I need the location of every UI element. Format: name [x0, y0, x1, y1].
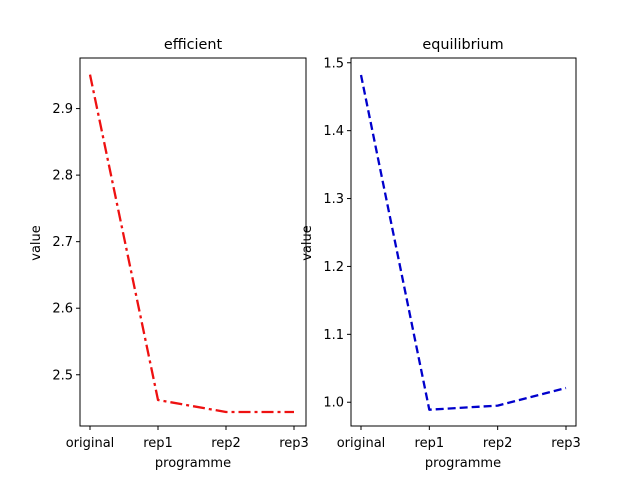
y-tick-label: 2.6 — [52, 302, 73, 317]
x-axis-label: programme — [155, 456, 231, 471]
y-tick-label: 1.2 — [323, 260, 344, 275]
x-axis-label: programme — [425, 456, 501, 471]
y-tick-label: 2.5 — [52, 368, 73, 383]
subplot-efficient: efficient value programme 2.52.62.72.82.… — [29, 37, 309, 471]
y-tick-label: 1.3 — [323, 192, 344, 207]
chart-title: efficient — [164, 37, 223, 53]
subplot-equilibrium: equilibrium value programme 1.0 1.1 1.2 1.3… — [300, 37, 581, 471]
series-line — [88, 74, 294, 414]
axes-frame — [350, 57, 577, 427]
x-tick-label: rep2 — [483, 436, 513, 451]
x-tick-label: original — [337, 436, 386, 451]
x-tick-label: rep3 — [279, 436, 309, 451]
x-tick-label: rep1 — [415, 436, 445, 451]
y-tick-label: 1.0 — [323, 396, 344, 411]
chart-title: equilibrium — [422, 37, 503, 53]
plot-area: 2.5 2.6 2.7 2.8 2.9 original rep1 rep2 rep3 — [52, 74, 309, 451]
x-tick-label: rep3 — [551, 436, 581, 451]
y-tick-label: 1.5 — [323, 56, 344, 71]
y-axis-label: value — [29, 225, 44, 261]
y-tick-label: 2.9 — [52, 102, 73, 117]
plot-area: 1.0 1.1 1.2 1.3 1.4 1.5 original rep1 rep2 rep3 — [323, 56, 580, 451]
y-axis-label: value — [300, 225, 315, 261]
y-tick-label: 2.8 — [52, 169, 73, 184]
axes-frame — [79, 57, 307, 427]
x-tick-label: rep2 — [211, 436, 241, 451]
series-line — [359, 74, 567, 411]
y-tick-label: 1.1 — [323, 328, 344, 343]
y-tick-label: 1.4 — [323, 124, 344, 139]
x-tick-label: original — [66, 436, 115, 451]
x-tick-label: rep1 — [143, 436, 173, 451]
y-tick-label: 2.7 — [52, 235, 73, 250]
